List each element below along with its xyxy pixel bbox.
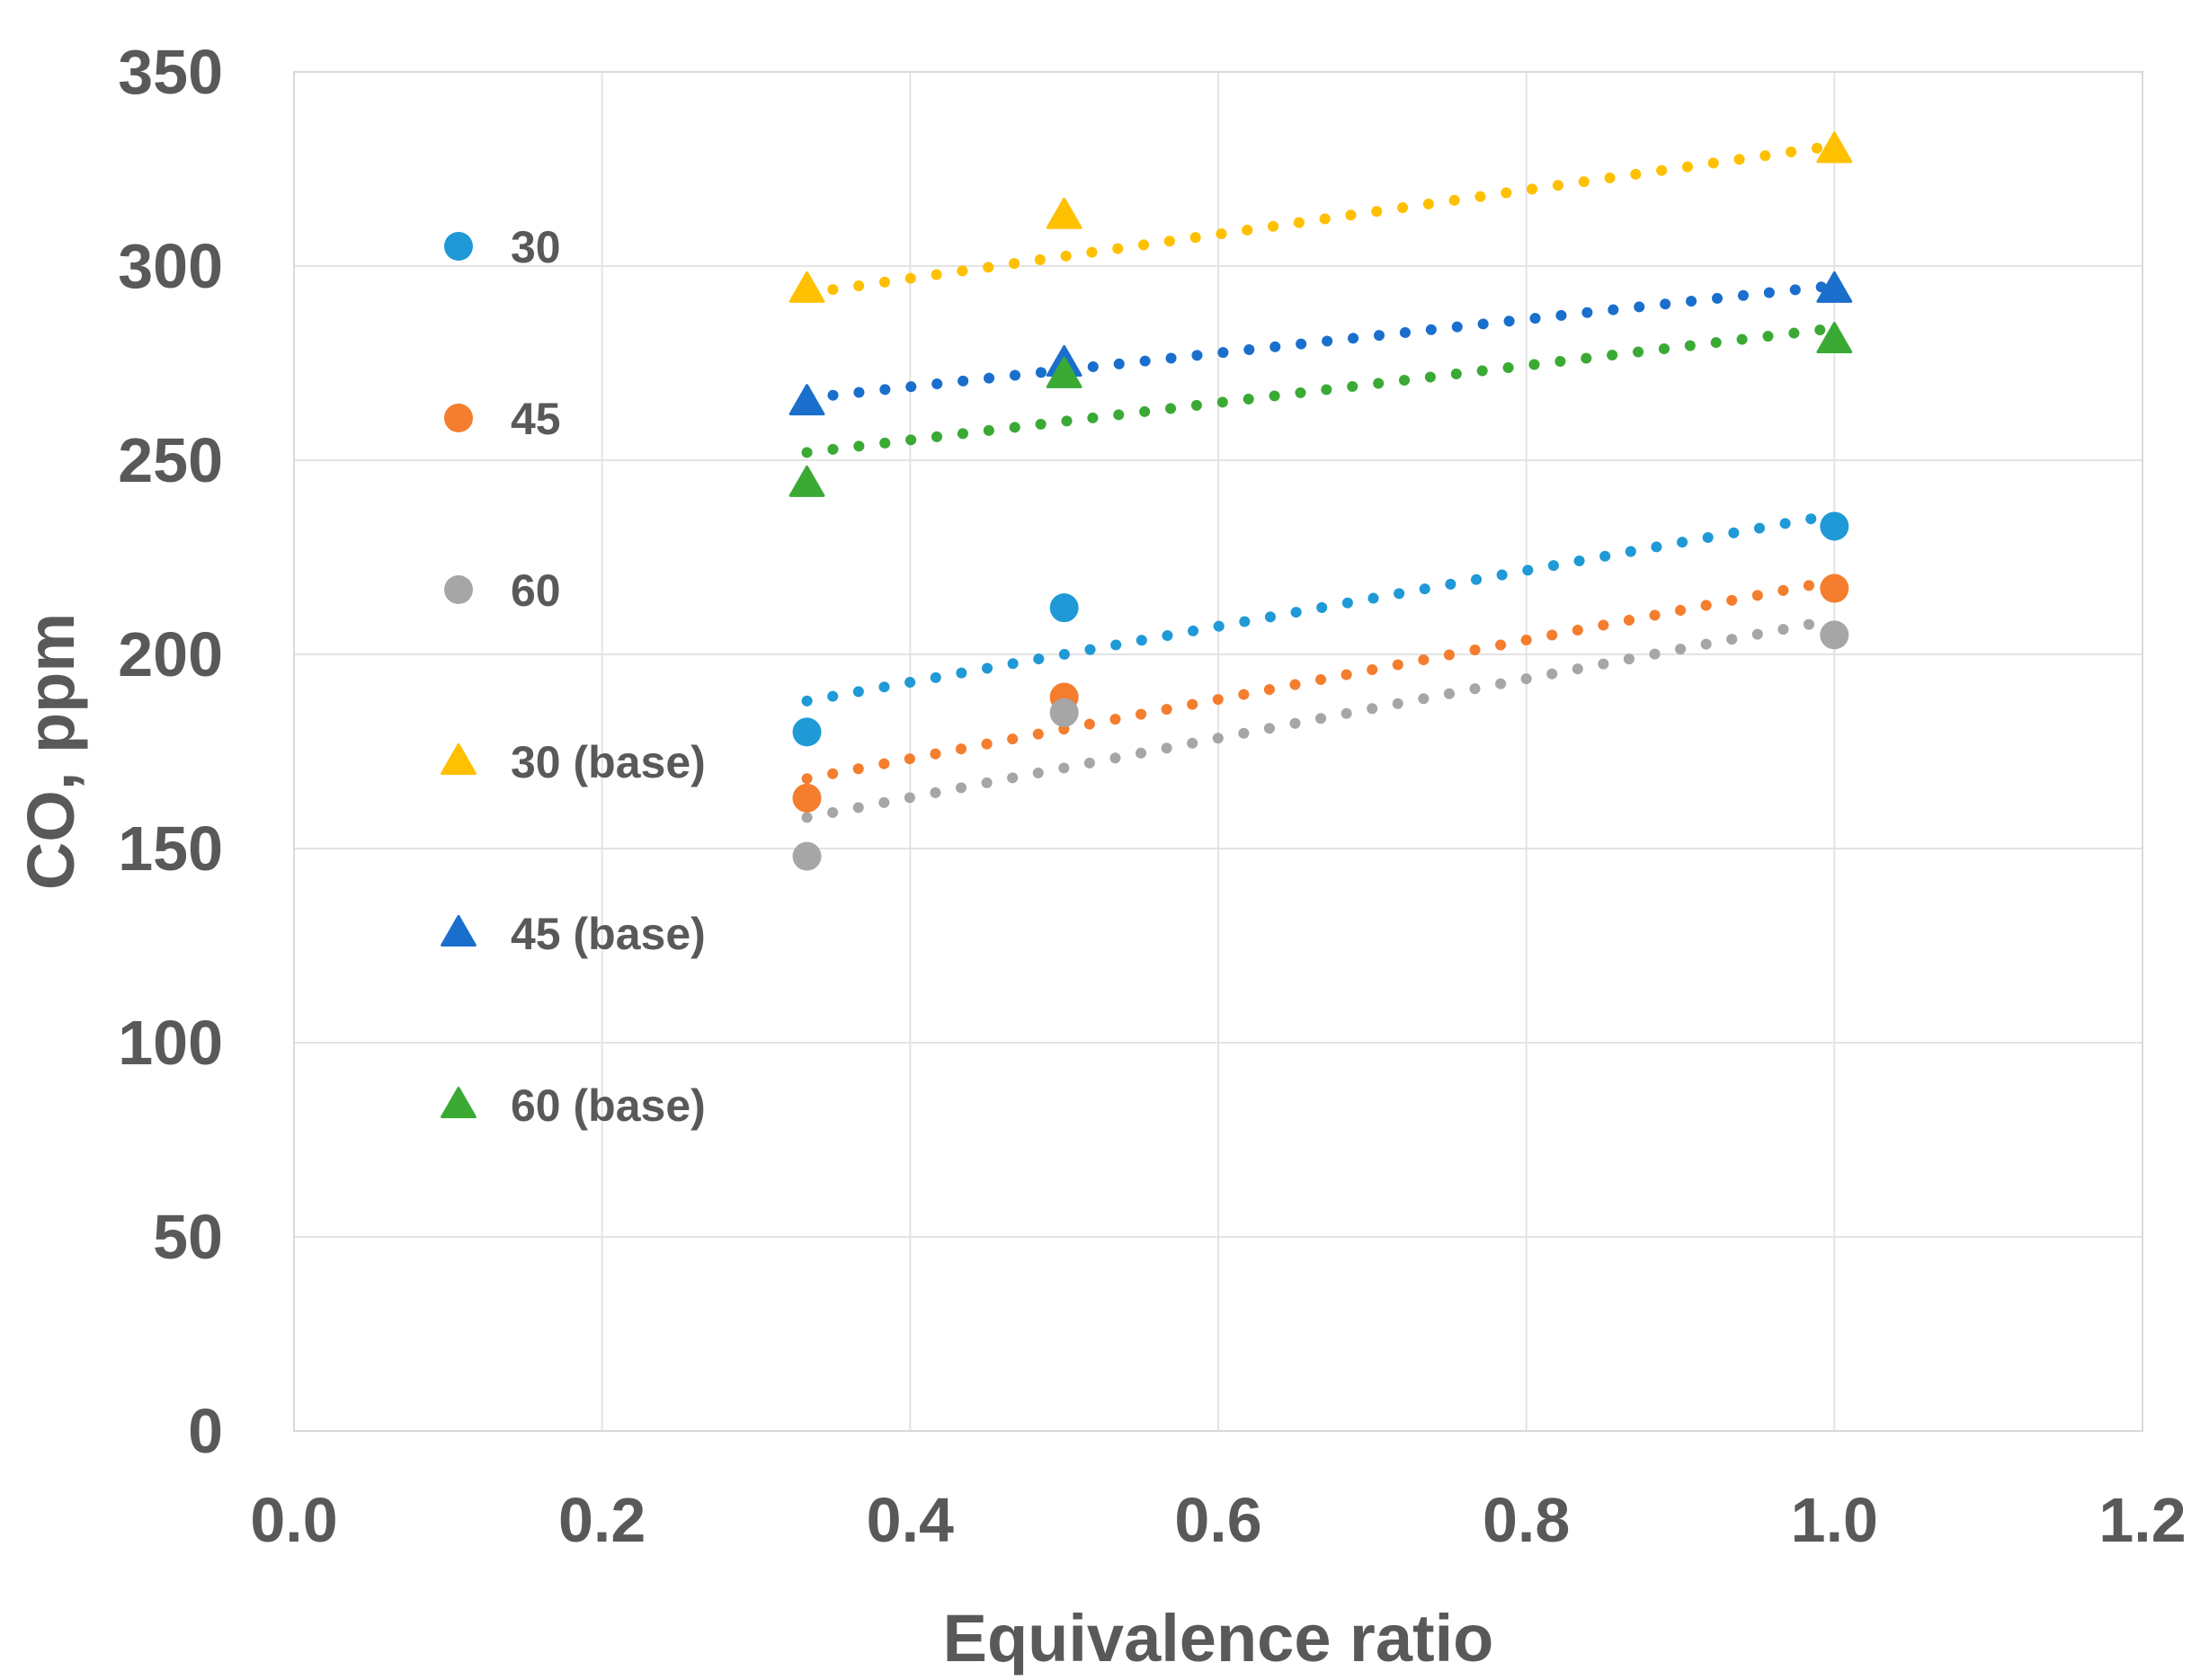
legend-marker-30 xyxy=(444,232,473,261)
x-tick-label: 1.2 xyxy=(2098,1485,2186,1555)
legend-label-45: 45 xyxy=(511,394,561,444)
trendline-45-base xyxy=(801,280,1840,404)
legend-marker-45 xyxy=(444,404,473,432)
point-60 xyxy=(1049,698,1079,727)
point-30-base xyxy=(1816,131,1853,164)
point-30-base xyxy=(1046,197,1082,229)
y-tick-label: 250 xyxy=(118,425,223,495)
trendline-60-base xyxy=(801,323,1840,458)
trendline-30-base xyxy=(801,140,1840,299)
y-axis-title: CO, ppm xyxy=(13,613,88,890)
trendlines xyxy=(801,140,1840,823)
legend: 30 45 60 30 (base) 45 (base) 60 (base) xyxy=(441,222,706,1131)
point-30 xyxy=(1049,593,1079,623)
legend-marker-60 xyxy=(444,575,473,604)
trendline-45 xyxy=(801,574,1840,785)
legend-label-30: 30 xyxy=(511,222,561,272)
trendline-30 xyxy=(801,509,1840,707)
data-points xyxy=(788,131,1853,871)
point-45-base xyxy=(788,384,825,416)
point-60-base xyxy=(1816,322,1853,354)
legend-marker-60-base xyxy=(441,1086,477,1118)
x-tick-label: 0.4 xyxy=(867,1485,954,1555)
point-60 xyxy=(1820,620,1849,650)
point-45 xyxy=(1820,573,1849,603)
y-tick-label: 150 xyxy=(118,813,223,884)
legend-label-30-base: 30 (base) xyxy=(511,737,706,787)
y-tick-label: 350 xyxy=(118,37,223,107)
x-tick-label: 0.8 xyxy=(1483,1485,1570,1555)
point-60-base xyxy=(788,465,825,497)
x-tick-label: 1.0 xyxy=(1791,1485,1878,1555)
point-60-base xyxy=(1046,356,1082,388)
trendline-60 xyxy=(801,614,1840,823)
y-tick-label: 200 xyxy=(118,619,223,689)
y-tick-label: 50 xyxy=(153,1202,223,1272)
legend-marker-30-base xyxy=(441,742,477,775)
legend-label-60-base: 60 (base) xyxy=(511,1080,706,1131)
y-tick-label: 0 xyxy=(188,1396,223,1466)
plot-area-border xyxy=(293,71,2143,1432)
legend-label-60: 60 xyxy=(511,565,561,616)
legend-label-45-base: 45 (base) xyxy=(511,909,706,959)
point-45-base xyxy=(1816,271,1853,303)
point-30-base xyxy=(788,271,825,303)
y-tick-label: 100 xyxy=(118,1008,223,1078)
x-tick-label: 0.0 xyxy=(250,1485,337,1555)
x-tick-label: 0.6 xyxy=(1174,1485,1261,1555)
point-30 xyxy=(792,717,822,747)
x-tick-label: 0.2 xyxy=(558,1485,646,1555)
y-tick-label: 300 xyxy=(118,231,223,301)
point-30 xyxy=(1820,511,1849,541)
legend-marker-45-base xyxy=(441,914,477,947)
x-axis-title: Equivalence ratio xyxy=(943,1601,1494,1676)
x-axis: 0.0 0.2 0.4 0.6 0.8 1.0 1.2 xyxy=(250,1485,2186,1555)
point-45 xyxy=(792,783,822,813)
y-axis: 0 50 100 150 200 250 300 350 xyxy=(118,37,223,1466)
point-60 xyxy=(792,841,822,871)
